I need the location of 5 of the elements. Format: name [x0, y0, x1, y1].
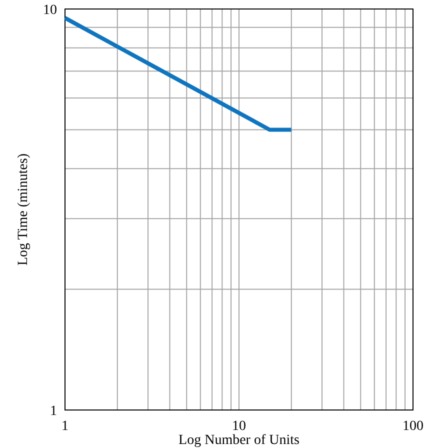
x-tick-label: 1: [62, 419, 68, 434]
y-axis-title: Log Time (minutes): [16, 153, 31, 266]
x-axis-title: Log Number of Units: [178, 433, 300, 448]
x-tick-label: 10: [232, 419, 246, 434]
x-tick-label: 100: [402, 419, 424, 434]
